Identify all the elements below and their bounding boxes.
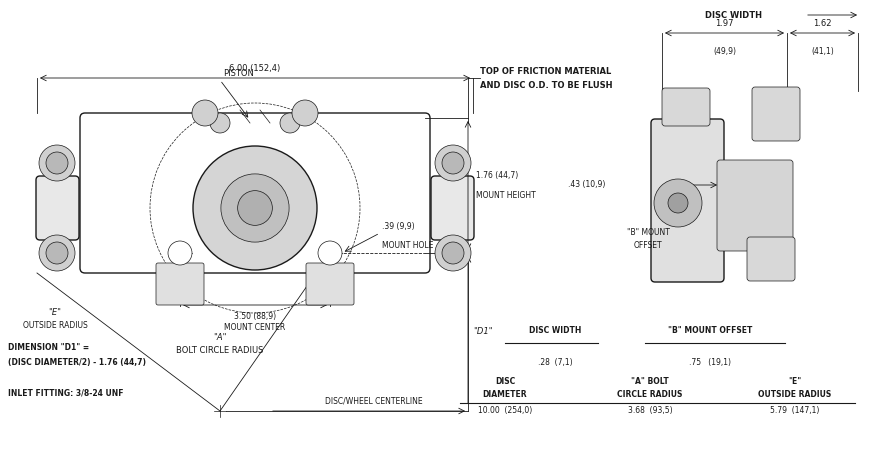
Text: 1.97: 1.97 bbox=[715, 19, 734, 28]
FancyBboxPatch shape bbox=[752, 87, 800, 141]
Text: 10.00  (254,0): 10.00 (254,0) bbox=[478, 406, 532, 415]
Text: TOP OF FRICTION MATERIAL: TOP OF FRICTION MATERIAL bbox=[480, 67, 612, 76]
FancyBboxPatch shape bbox=[306, 263, 354, 305]
Circle shape bbox=[192, 100, 218, 126]
Text: .75   (19,1): .75 (19,1) bbox=[689, 358, 731, 367]
Text: "B" MOUNT: "B" MOUNT bbox=[626, 228, 669, 237]
Text: MOUNT HOLE: MOUNT HOLE bbox=[382, 241, 433, 250]
Text: (DISC DIAMETER/2) - 1.76 (44,7): (DISC DIAMETER/2) - 1.76 (44,7) bbox=[8, 358, 146, 367]
FancyBboxPatch shape bbox=[431, 176, 474, 240]
Circle shape bbox=[280, 113, 300, 133]
Text: PISTON: PISTON bbox=[223, 69, 254, 78]
Circle shape bbox=[46, 242, 68, 264]
Text: .28  (7,1): .28 (7,1) bbox=[537, 358, 572, 367]
FancyBboxPatch shape bbox=[717, 160, 793, 251]
Circle shape bbox=[318, 241, 342, 265]
Text: MOUNT HEIGHT: MOUNT HEIGHT bbox=[476, 191, 536, 200]
Text: DISC WIDTH: DISC WIDTH bbox=[528, 326, 581, 335]
Circle shape bbox=[292, 100, 318, 126]
Text: OUTSIDE RADIUS: OUTSIDE RADIUS bbox=[23, 321, 88, 330]
Text: BOLT CIRCLE RADIUS: BOLT CIRCLE RADIUS bbox=[177, 346, 263, 355]
Text: "E": "E" bbox=[48, 308, 61, 317]
Text: 3.50 (88,9): 3.50 (88,9) bbox=[234, 312, 276, 321]
Text: DIAMETER: DIAMETER bbox=[483, 390, 528, 399]
Circle shape bbox=[435, 145, 471, 181]
FancyBboxPatch shape bbox=[662, 88, 710, 126]
Text: "E": "E" bbox=[788, 377, 802, 386]
Circle shape bbox=[39, 235, 75, 271]
FancyBboxPatch shape bbox=[747, 237, 795, 281]
Text: "A" BOLT: "A" BOLT bbox=[631, 377, 668, 386]
Text: OFFSET: OFFSET bbox=[634, 241, 662, 250]
Circle shape bbox=[435, 235, 471, 271]
Text: MOUNT CENTER: MOUNT CENTER bbox=[224, 323, 285, 332]
Text: INLET FITTING: 3/8-24 UNF: INLET FITTING: 3/8-24 UNF bbox=[8, 389, 123, 397]
Text: 6.00 (152,4): 6.00 (152,4) bbox=[229, 64, 281, 73]
Text: 5.79  (147,1): 5.79 (147,1) bbox=[770, 406, 820, 415]
FancyBboxPatch shape bbox=[36, 176, 79, 240]
Circle shape bbox=[193, 146, 317, 270]
Circle shape bbox=[210, 113, 230, 133]
Text: "D1": "D1" bbox=[473, 328, 493, 337]
Circle shape bbox=[238, 191, 272, 225]
Text: 1.62: 1.62 bbox=[813, 19, 832, 28]
Text: 1.76 (44,7): 1.76 (44,7) bbox=[476, 171, 518, 180]
Text: DISC WIDTH: DISC WIDTH bbox=[705, 10, 762, 19]
Circle shape bbox=[668, 193, 688, 213]
Text: OUTSIDE RADIUS: OUTSIDE RADIUS bbox=[759, 390, 831, 399]
Text: 3.68  (93,5): 3.68 (93,5) bbox=[627, 406, 672, 415]
Text: AND DISC O.D. TO BE FLUSH: AND DISC O.D. TO BE FLUSH bbox=[480, 82, 612, 91]
Circle shape bbox=[39, 145, 75, 181]
Text: (49,9): (49,9) bbox=[713, 47, 736, 56]
Text: "B" MOUNT OFFSET: "B" MOUNT OFFSET bbox=[668, 326, 752, 335]
Text: .43 (10,9): .43 (10,9) bbox=[568, 180, 605, 189]
Text: CIRCLE RADIUS: CIRCLE RADIUS bbox=[617, 390, 682, 399]
Circle shape bbox=[442, 242, 464, 264]
Text: DISC: DISC bbox=[495, 377, 515, 386]
FancyBboxPatch shape bbox=[651, 119, 724, 282]
Text: DIMENSION "D1" =: DIMENSION "D1" = bbox=[8, 343, 89, 352]
Text: .39 (9,9): .39 (9,9) bbox=[382, 222, 415, 231]
FancyBboxPatch shape bbox=[156, 263, 204, 305]
Circle shape bbox=[220, 174, 289, 242]
Circle shape bbox=[46, 152, 68, 174]
Circle shape bbox=[442, 152, 464, 174]
Circle shape bbox=[654, 179, 702, 227]
Text: "A": "A" bbox=[214, 333, 227, 342]
Text: (41,1): (41,1) bbox=[811, 47, 834, 56]
Circle shape bbox=[168, 241, 192, 265]
Text: DISC/WHEEL CENTERLINE: DISC/WHEEL CENTERLINE bbox=[326, 397, 423, 406]
